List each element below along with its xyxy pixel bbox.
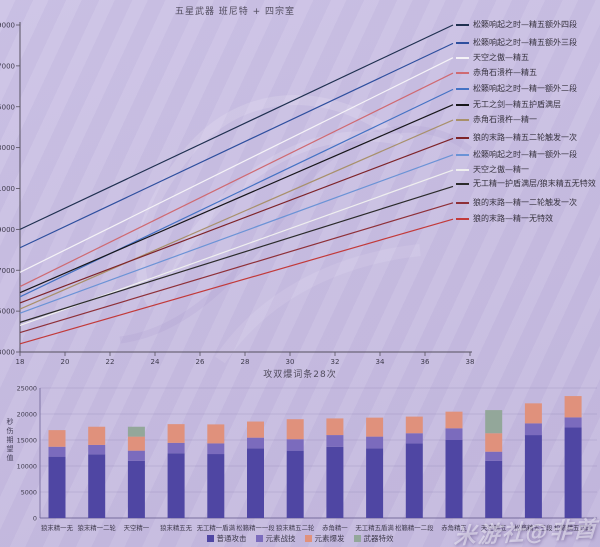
- legend-label: 无工之剑—精五护盾满层: [473, 100, 561, 109]
- legend-label: 狼的末路—精一二轮触发一次: [473, 198, 577, 207]
- svg-text:36: 36: [421, 358, 430, 366]
- svg-text:松籁精一一段: 松籁精一一段: [236, 523, 275, 532]
- svg-text:24: 24: [151, 358, 160, 366]
- svg-text:25000: 25000: [17, 384, 37, 392]
- svg-text:10000: 10000: [17, 462, 37, 470]
- svg-text:狼末精一二轮: 狼末精一二轮: [78, 523, 117, 532]
- svg-text:17000: 17000: [0, 267, 15, 275]
- svg-text:狼末精五二轮: 狼末精五二轮: [276, 523, 315, 532]
- svg-text:15000: 15000: [0, 308, 15, 316]
- legend-color-swatch: [255, 535, 263, 542]
- legend-item: 赤角石溃杵—精五: [456, 68, 600, 77]
- legend-label: 无工精一护盾满层/狼末精五无特效: [473, 179, 596, 188]
- legend-item: 天空之傲—精一: [456, 165, 600, 174]
- svg-text:32: 32: [331, 358, 340, 366]
- svg-text:松籁精一二段: 松籁精一二段: [395, 523, 434, 532]
- bar-legend-label: 元素爆发: [314, 534, 345, 543]
- legend-label: 松籁响起之时—精五额外四段: [473, 20, 577, 29]
- bar-legend-item: 元素战技: [255, 533, 296, 544]
- svg-text:天空精一: 天空精一: [124, 523, 150, 532]
- bar-chart-y-axis-label: 秒伤期望值: [6, 418, 14, 463]
- legend-color-dash: [456, 88, 469, 90]
- legend-item: 狼的末路—精一二轮触发一次: [456, 198, 600, 207]
- stacked-bar-chart: 0 5000 10000 15000 20000 25000 狼末精一无 狼末精一二轮 天空精一…: [17, 384, 597, 532]
- svg-text:天空精五: 天空精五: [481, 523, 507, 532]
- svg-text:0: 0: [33, 514, 37, 522]
- legend-item: 天空之傲—精五: [456, 53, 600, 62]
- svg-text:狼末精一无: 狼末精一无: [41, 523, 74, 532]
- svg-text:15000: 15000: [17, 436, 37, 444]
- bar-legend-item: 元素爆发: [304, 533, 345, 544]
- legend-color-dash: [456, 24, 469, 26]
- bar-legend-label: 元素战技: [265, 534, 296, 543]
- legend-item: 松籁响起之时—精五额外三段: [456, 38, 600, 47]
- legend-color-dash: [456, 57, 469, 59]
- legend-item: 赤角石溃杵—精一: [456, 115, 600, 124]
- svg-text:27000: 27000: [0, 62, 15, 70]
- svg-text:18: 18: [16, 358, 25, 366]
- svg-text:无工精五盾满: 无工精五盾满: [355, 523, 394, 532]
- svg-text:20000: 20000: [17, 410, 37, 418]
- legend-item: 无工精一护盾满层/狼末精五无特效: [456, 179, 600, 188]
- svg-text:28: 28: [241, 358, 250, 366]
- legend-item: 狼的末路—精一无特效: [456, 214, 600, 223]
- svg-text:5000: 5000: [21, 488, 37, 496]
- legend-color-dash: [456, 137, 469, 139]
- legend-color-dash: [456, 42, 469, 44]
- legend-label: 狼的末路—精一无特效: [473, 214, 553, 223]
- svg-text:23000: 23000: [0, 144, 15, 152]
- svg-text:13000: 13000: [0, 349, 15, 357]
- svg-text:25000: 25000: [0, 103, 15, 111]
- line-chart-title: 五星武器 班尼特 + 四宗室: [174, 7, 296, 17]
- legend-label: 赤角石溃杵—精一: [473, 115, 537, 124]
- legend-label: 天空之傲—精一: [473, 165, 529, 174]
- legend-label: 天空之傲—精五: [473, 53, 529, 62]
- legend-color-dash: [456, 169, 469, 171]
- bar-chart-title: 攻双爆词条28次: [263, 370, 337, 380]
- svg-text:29000: 29000: [0, 22, 15, 30]
- svg-text:38: 38: [466, 358, 475, 366]
- legend-color-swatch: [206, 535, 214, 542]
- legend-color-swatch: [353, 535, 361, 542]
- svg-text:19000: 19000: [0, 226, 15, 234]
- legend-label: 松籁响起之时—精一额外二段: [473, 84, 577, 93]
- legend-color-dash: [456, 183, 469, 185]
- bar-legend-item: 武器特效: [353, 533, 394, 544]
- bar-legend-item: 普通攻击: [206, 533, 247, 544]
- svg-text:22: 22: [106, 358, 115, 366]
- bar-legend-label: 武器特效: [363, 534, 394, 543]
- line-chart: 13000 15000 17000 19000 21000 23000 25000 27000…: [0, 22, 475, 367]
- legend-item: 松籁响起之时—精一额外二段: [456, 84, 600, 93]
- legend-label: 赤角石溃杵—精五: [473, 68, 537, 77]
- svg-text:26: 26: [196, 358, 205, 366]
- svg-text:松籁精五四段: 松籁精五四段: [554, 523, 593, 532]
- legend-color-dash: [456, 202, 469, 204]
- legend-color-dash: [456, 119, 469, 121]
- svg-text:30: 30: [286, 358, 295, 366]
- legend-item: 无工之剑—精五护盾满层: [456, 100, 600, 109]
- legend-label: 松籁响起之时—精一额外一段: [473, 150, 577, 159]
- svg-text:无工精一盾满: 无工精一盾满: [197, 523, 236, 532]
- legend-item: 松籁响起之时—精五额外四段: [456, 20, 600, 29]
- line-chart-legend: 松籁响起之时—精五额外四段 松籁响起之时—精五额外三段 天空之傲—精五 赤角石溃杵—精…: [456, 0, 600, 240]
- legend-item: 松籁响起之时—精一额外一段: [456, 150, 600, 159]
- legend-label: 狼的末路—精五二轮触发一次: [473, 133, 577, 142]
- legend-item: 狼的末路—精五二轮触发一次: [456, 133, 600, 142]
- legend-color-dash: [456, 154, 469, 156]
- svg-text:赤角精五: 赤角精五: [441, 523, 467, 532]
- legend-color-dash: [456, 104, 469, 106]
- svg-text:狼末精五无: 狼末精五无: [160, 523, 193, 532]
- legend-color-swatch: [304, 535, 312, 542]
- legend-label: 松籁响起之时—精五额外三段: [473, 38, 577, 47]
- legend-color-dash: [456, 72, 469, 74]
- bar-chart-legend: 普通攻击 元素战技 元素爆发 武器特效: [0, 533, 600, 544]
- svg-text:21000: 21000: [0, 185, 15, 193]
- svg-text:赤角精一: 赤角精一: [322, 523, 348, 532]
- bar-legend-label: 普通攻击: [216, 534, 247, 543]
- svg-text:34: 34: [376, 358, 385, 366]
- legend-color-dash: [456, 218, 469, 220]
- svg-text:20: 20: [61, 358, 70, 366]
- svg-text:松籁精五三段: 松籁精五三段: [514, 523, 553, 532]
